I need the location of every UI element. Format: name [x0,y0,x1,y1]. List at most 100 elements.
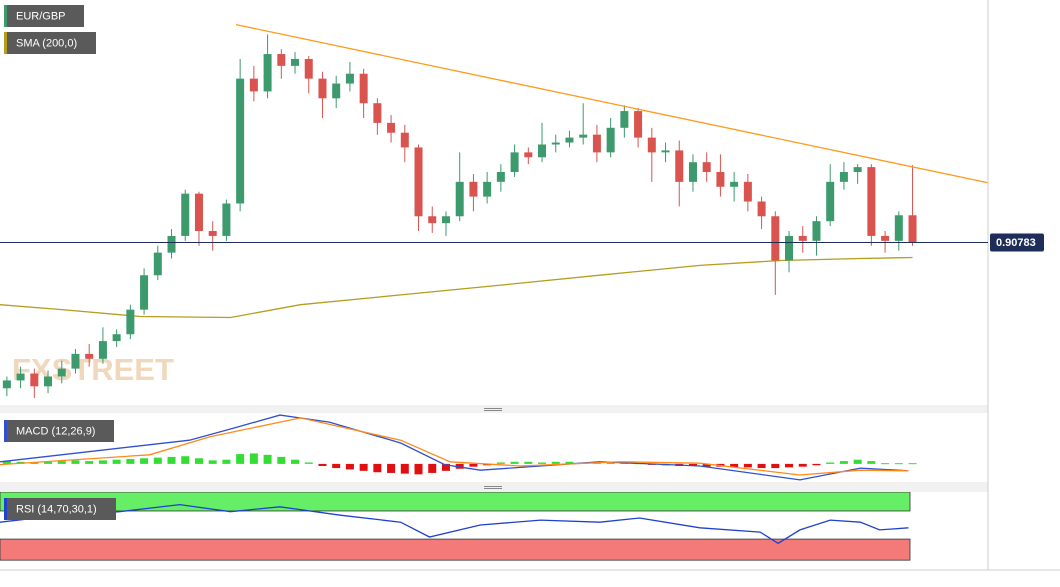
candle-body [208,231,217,236]
candle-body [565,137,574,143]
macd-histogram-bar [565,461,574,464]
macd-histogram-bar [291,459,300,464]
candle-body [688,162,697,182]
macd-histogram-bar [524,461,533,464]
macd-histogram-bar [688,463,697,466]
legend-sma[interactable]: SMA (200,0) [4,32,96,54]
candle-body [771,216,780,261]
candle-body [126,309,135,335]
candle-body [455,181,464,217]
macd-histogram-bar [441,463,450,471]
candle-body [661,150,670,153]
macd-histogram-bar [839,461,848,464]
legend-swatch [4,498,7,520]
candle-body [236,78,245,204]
candle-body [483,181,492,197]
macd-histogram-bar [140,458,149,464]
macd-histogram-bar [98,460,107,464]
last-price-label: 0.90783 [996,237,1036,249]
candle-body [153,252,162,276]
candle-body [140,275,149,310]
macd-histogram-bar [222,459,231,464]
macd-line [0,414,909,481]
candle-body [359,73,368,104]
legend-box [4,5,84,27]
candle-body [2,380,11,389]
candle-body [496,172,505,182]
candle-body [428,216,437,224]
candle-body [592,134,601,153]
macd-histogram-bar [510,461,519,464]
legend-symbol[interactable]: EUR/GBP [4,5,84,27]
candle-body [167,235,176,253]
macd-histogram-bar [428,463,437,473]
macd-histogram-bar [702,463,711,467]
candle-body [881,235,890,241]
candle-body [647,137,656,153]
overlay-layer: 0.90783 [0,233,1044,252]
candle-body [249,78,258,92]
macd-histogram-bar [57,461,66,464]
candle-body [867,167,876,236]
macd-histogram-bar [71,460,80,464]
marks-layer [0,23,989,545]
legend-box [4,420,114,442]
candle-body [826,181,835,222]
macd-histogram-bar [263,454,272,464]
macd-histogram-bar [112,459,121,464]
macd-histogram-bar [85,461,94,464]
macd-histogram-bar [771,463,780,469]
trend-line [235,23,989,184]
candle-body [730,181,739,187]
macd-histogram-bar [730,463,739,468]
legend-macd[interactable]: MACD (12,26,9) [4,420,114,442]
candle-body [194,193,203,232]
candle-body [318,78,327,99]
candle-body [743,181,752,202]
candle-body [112,334,121,342]
candle-body [812,221,821,241]
last-price-box [990,233,1044,252]
candle-body [400,132,409,148]
rsi-line [0,503,909,545]
candle-body [387,122,396,133]
candle-body [908,215,917,243]
candle-body [757,201,766,217]
macd-histogram-bar [812,463,821,466]
macd-histogram-bar [345,463,354,470]
candle-body [839,172,848,182]
macd-histogram-bar [496,462,505,464]
macd-histogram-bar [332,463,341,469]
divider-handle [484,408,502,409]
candle-body [524,152,533,158]
macd-histogram-bar [743,463,752,468]
macd-histogram-bar [194,458,203,464]
candle-body [291,58,300,66]
candle-body [538,144,547,158]
macd-histogram-bar [167,456,176,464]
grid-layer: FXSTREET [0,352,911,561]
macd-histogram-bar [2,461,11,464]
macd-histogram-bar [181,456,190,464]
macd-histogram-bar [153,457,162,464]
macd-histogram-bar [249,453,258,464]
legend-rsi[interactable]: RSI (14,70,30,1) [4,498,116,520]
rsi-band [0,538,911,561]
candle-body [469,181,478,197]
divider-handle [484,410,502,411]
candle-body [345,73,354,84]
legend-swatch [4,420,7,442]
macd-histogram-bar [236,454,245,464]
candle-body [181,193,190,236]
macd-histogram-bar [359,463,368,471]
legend-text: RSI (14,70,30,1) [16,503,97,515]
candle-body [894,215,903,241]
macd-histogram-bar [867,461,876,464]
macd-histogram-bar [551,461,560,464]
candle-body [634,111,643,138]
legend-box [4,32,96,54]
candle-body [675,150,684,182]
macd-histogram-bar [387,463,396,473]
candle-body [551,142,560,145]
candle-body [98,341,107,359]
